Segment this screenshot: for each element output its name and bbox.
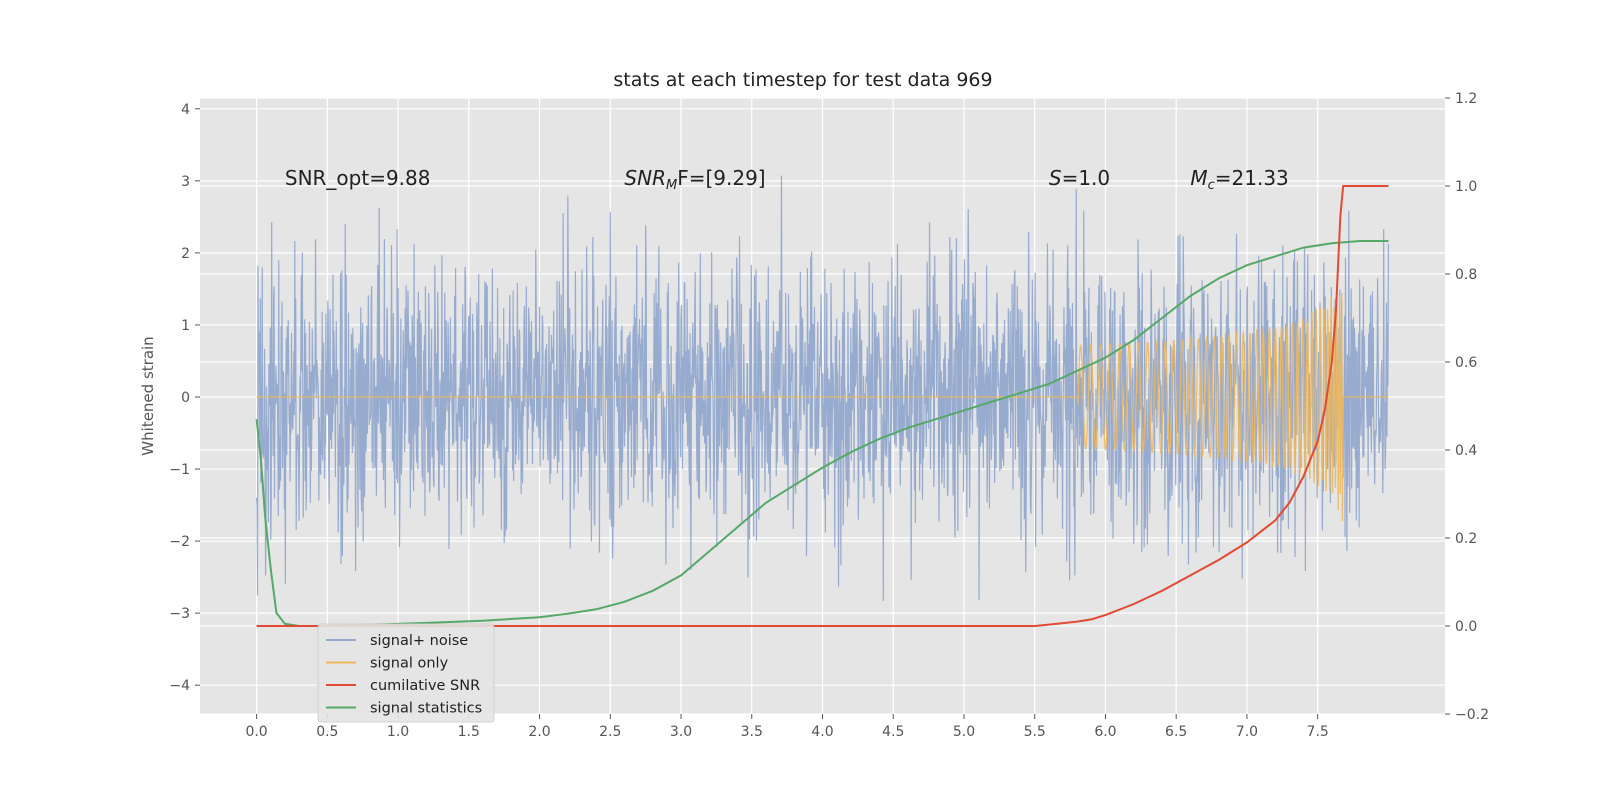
x-tick-label: 4.5 — [882, 724, 904, 740]
x-tick-label: 7.0 — [1236, 724, 1258, 740]
y-left-tick-label: −1 — [169, 462, 190, 478]
series-signal-noise — [255, 175, 1390, 602]
y-left-tick-label: 1 — [181, 318, 190, 334]
y-left-tick-label: −4 — [169, 678, 190, 694]
x-tick-label: 5.5 — [1024, 724, 1046, 740]
x-tick-label: 0.5 — [316, 724, 338, 740]
x-tick-label: 2.5 — [599, 724, 621, 740]
x-tick-label: 0.0 — [245, 724, 267, 740]
y-left-tick-label: 2 — [181, 246, 190, 262]
y-left-tick-label: −2 — [169, 534, 190, 550]
y-right-tick-label: 0.0 — [1455, 619, 1477, 635]
legend-label: signal+ noise — [370, 633, 468, 649]
annotation: SNRMF=[9.29] — [624, 166, 765, 193]
x-tick-label: 1.0 — [387, 724, 409, 740]
y-right-tick-label: 1.2 — [1455, 91, 1477, 107]
x-tick-label: 6.5 — [1165, 724, 1187, 740]
series-cumilative-snr — [256, 185, 1389, 627]
x-tick-label: 4.0 — [811, 724, 833, 740]
y-right-tick-label: 0.6 — [1455, 355, 1477, 371]
x-tick-label: 1.5 — [458, 724, 480, 740]
x-tick-label: 3.5 — [741, 724, 763, 740]
legend-label: signal only — [370, 656, 449, 672]
y-left-tick-label: 4 — [181, 102, 190, 118]
y-right-tick-label: 1.0 — [1455, 179, 1477, 195]
chart-title: stats at each timestep for test data 969 — [613, 69, 992, 91]
series-signal-only — [256, 292, 1389, 522]
y-left-tick-label: −3 — [169, 606, 190, 622]
x-tick-label: 3.0 — [670, 724, 692, 740]
y-right-tick-label: 0.2 — [1455, 531, 1477, 547]
annotation: SNR_opt=9.88 — [285, 166, 431, 190]
annotation: Mc=21.33 — [1190, 166, 1288, 193]
annotation: S=1.0 — [1049, 166, 1110, 190]
legend-box — [317, 623, 495, 723]
y-right-tick-label: −0.2 — [1455, 707, 1489, 723]
x-tick-label: 2.0 — [528, 724, 550, 740]
y-left-tick-label: 0 — [181, 390, 190, 406]
legend-label: cumilative SNR — [370, 678, 480, 694]
legend-label: signal statistics — [370, 701, 482, 717]
x-tick-label: 5.0 — [953, 724, 975, 740]
x-tick-label: 7.5 — [1307, 724, 1329, 740]
y-right-tick-label: 0.4 — [1455, 443, 1477, 459]
y-right-tick-label: 0.8 — [1455, 267, 1477, 283]
y-left-tick-label: 3 — [181, 174, 190, 190]
y-axis-label: Whitened strain — [139, 336, 157, 455]
x-tick-label: 6.0 — [1094, 724, 1116, 740]
